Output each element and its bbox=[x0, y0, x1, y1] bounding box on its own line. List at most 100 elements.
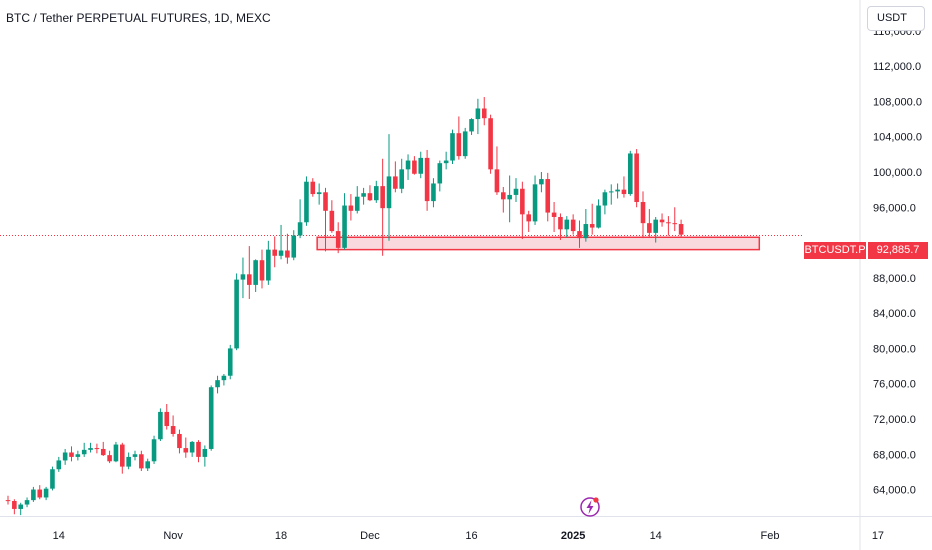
candle-body bbox=[43, 488, 49, 498]
y-tick-label: 84,000.0 bbox=[873, 308, 916, 320]
candle-body bbox=[81, 449, 87, 455]
candle-body bbox=[640, 201, 646, 224]
candle-body bbox=[107, 455, 112, 462]
candle-body bbox=[481, 108, 487, 119]
candle-body bbox=[113, 444, 119, 462]
candle-body bbox=[100, 448, 106, 456]
candle-body bbox=[88, 448, 93, 450]
candle-body bbox=[247, 274, 252, 285]
candle-body bbox=[297, 222, 303, 236]
candle-body bbox=[323, 192, 328, 211]
candle-body bbox=[513, 188, 519, 195]
candle-body bbox=[50, 469, 55, 489]
candle-body bbox=[177, 433, 182, 449]
candle-body bbox=[120, 444, 125, 467]
candle-body bbox=[367, 193, 373, 201]
y-tick-label: 68,000.0 bbox=[873, 449, 916, 461]
symbol-badge: BTCUSDT.P bbox=[804, 242, 866, 259]
candle-body bbox=[589, 224, 595, 228]
candle-body bbox=[520, 188, 525, 215]
candle-body bbox=[532, 184, 538, 222]
candle-body bbox=[678, 224, 684, 235]
candle-body bbox=[37, 489, 43, 498]
candle-body bbox=[393, 176, 398, 189]
candle-body bbox=[62, 452, 68, 461]
candle-body bbox=[653, 219, 658, 233]
candle-body bbox=[139, 454, 144, 469]
candle-body bbox=[253, 260, 258, 285]
candle-body bbox=[443, 160, 449, 164]
candle-body bbox=[545, 179, 551, 213]
candle-body bbox=[215, 380, 220, 388]
candle-body bbox=[342, 205, 347, 248]
x-tick-label: 16 bbox=[465, 530, 477, 542]
candle-body bbox=[259, 260, 265, 281]
candle-body bbox=[539, 179, 544, 185]
candle-body bbox=[628, 153, 633, 195]
candle-body bbox=[208, 387, 214, 449]
candle-body bbox=[272, 249, 277, 256]
y-tick-label: 64,000.0 bbox=[873, 485, 916, 497]
support-zone[interactable] bbox=[316, 236, 761, 251]
candle-body bbox=[475, 108, 481, 120]
y-tick-label: 80,000.0 bbox=[873, 343, 916, 355]
candle-body bbox=[227, 348, 233, 376]
candle-body bbox=[170, 426, 176, 434]
candle-body bbox=[380, 186, 385, 209]
candle-body bbox=[577, 231, 582, 239]
candle-body bbox=[75, 454, 81, 457]
candle-body bbox=[183, 448, 189, 453]
candle-body bbox=[450, 133, 455, 161]
candle-body bbox=[405, 160, 411, 170]
candle-body bbox=[164, 411, 170, 427]
candle-body bbox=[158, 411, 163, 440]
candle-body bbox=[361, 193, 366, 197]
x-tick-label: Feb bbox=[761, 530, 780, 542]
y-tick-label: 112,000.0 bbox=[873, 61, 921, 73]
candle-body bbox=[424, 157, 430, 202]
candle-body bbox=[285, 250, 290, 258]
candle-body bbox=[583, 224, 589, 239]
candle-body bbox=[564, 219, 570, 230]
candle-body bbox=[291, 235, 297, 258]
candle-body bbox=[596, 205, 601, 228]
candle-body bbox=[456, 133, 462, 157]
candle-body bbox=[348, 205, 354, 211]
candle-body bbox=[558, 216, 563, 230]
x-tick-label: 18 bbox=[275, 530, 287, 542]
candle-body bbox=[329, 210, 335, 232]
x-tick-label: 2025 bbox=[561, 530, 585, 542]
x-tick-label: Dec bbox=[360, 530, 380, 542]
candle-body bbox=[672, 223, 678, 225]
candle-body bbox=[501, 192, 506, 200]
lightning-event-icon[interactable] bbox=[580, 497, 600, 517]
candle-body bbox=[374, 186, 379, 201]
candle-body bbox=[24, 500, 30, 505]
candle-body bbox=[431, 183, 436, 202]
candle-body bbox=[666, 222, 671, 224]
candle-body bbox=[570, 219, 576, 232]
candle-body bbox=[608, 191, 614, 193]
x-tick-label: 14 bbox=[650, 530, 662, 542]
currency-button[interactable]: USDT bbox=[867, 6, 925, 31]
candle-body bbox=[634, 153, 639, 202]
candle-body bbox=[316, 192, 322, 195]
candle-body bbox=[69, 452, 74, 457]
candle-body bbox=[31, 489, 36, 501]
candle-body bbox=[202, 448, 208, 457]
candle-body bbox=[240, 274, 246, 280]
candle-body bbox=[335, 231, 341, 248]
candle-body bbox=[647, 223, 652, 233]
candle-body bbox=[5, 500, 11, 502]
candle-body bbox=[189, 441, 195, 453]
candle-body bbox=[507, 194, 512, 200]
candle-body bbox=[469, 119, 474, 132]
last-price-badge: 92,885.7 bbox=[868, 242, 928, 259]
candle-body bbox=[18, 504, 23, 509]
candle-body bbox=[386, 176, 392, 209]
candle-body bbox=[437, 163, 443, 184]
candle-body bbox=[399, 169, 404, 189]
candle-body bbox=[462, 131, 468, 157]
y-tick-label: 96,000.0 bbox=[873, 202, 916, 214]
